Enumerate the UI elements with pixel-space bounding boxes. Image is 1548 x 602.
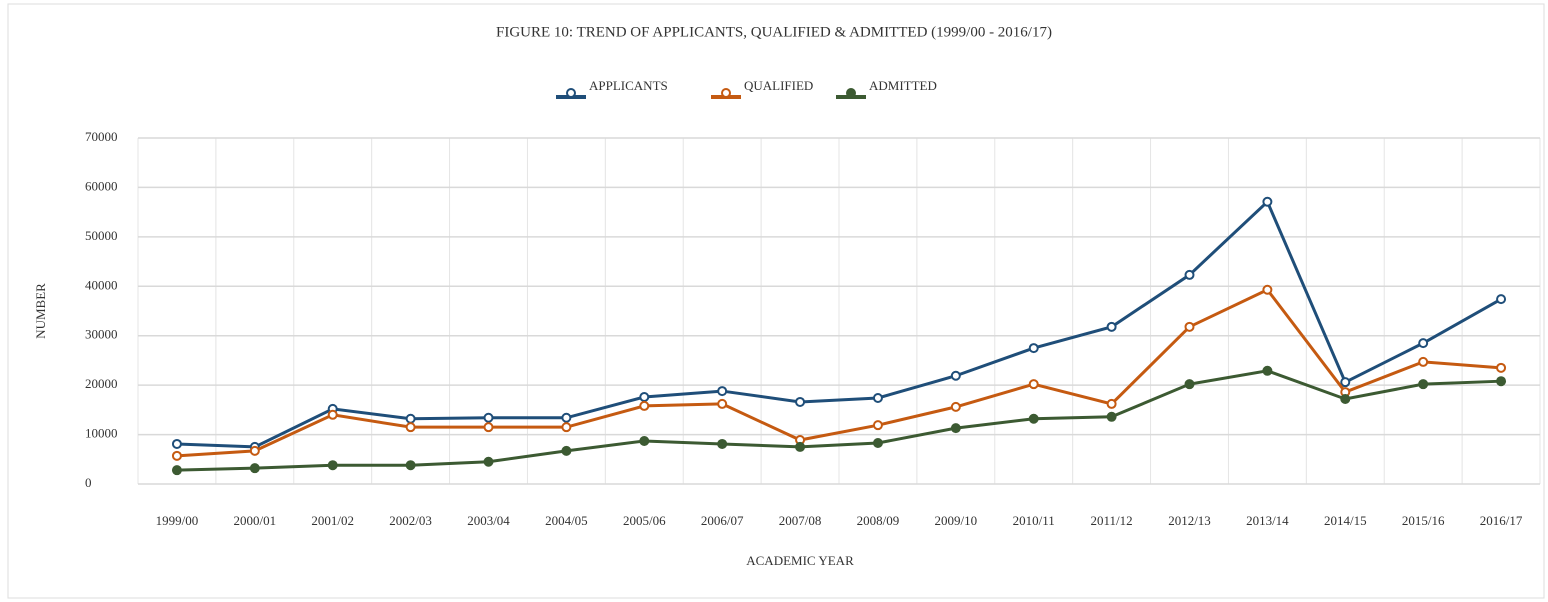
point bbox=[950, 423, 961, 434]
legend-label: ADMITTED bbox=[869, 78, 937, 93]
point bbox=[717, 398, 728, 409]
point bbox=[249, 445, 260, 456]
x-tick-label: 2000/01 bbox=[234, 513, 277, 528]
y-tick-label: 30000 bbox=[85, 327, 118, 342]
point bbox=[249, 463, 260, 474]
point bbox=[717, 438, 728, 449]
point bbox=[1184, 379, 1195, 390]
point bbox=[1106, 321, 1117, 332]
y-tick-label: 70000 bbox=[85, 129, 118, 144]
legend-marker bbox=[846, 88, 856, 98]
point bbox=[795, 396, 806, 407]
point bbox=[639, 392, 650, 403]
chart-title: FIGURE 10: TREND OF APPLICANTS, QUALIFIE… bbox=[496, 24, 1052, 40]
y-tick-label: 60000 bbox=[85, 178, 118, 193]
point bbox=[1106, 398, 1117, 409]
point bbox=[561, 445, 572, 456]
point bbox=[405, 460, 416, 471]
point bbox=[717, 386, 728, 397]
legend-marker bbox=[721, 88, 731, 98]
y-tick-label: 50000 bbox=[85, 228, 118, 243]
point bbox=[1418, 356, 1429, 367]
point bbox=[872, 420, 883, 431]
point bbox=[639, 400, 650, 411]
x-tick-label: 2005/06 bbox=[623, 513, 666, 528]
point bbox=[1496, 376, 1507, 387]
point bbox=[1262, 196, 1273, 207]
x-tick-label: 2006/07 bbox=[701, 513, 744, 528]
x-tick-label: 2003/04 bbox=[467, 513, 510, 528]
point bbox=[483, 422, 494, 433]
x-tick-label: 1999/00 bbox=[156, 513, 199, 528]
point bbox=[171, 450, 182, 461]
point bbox=[1028, 379, 1039, 390]
x-tick-label: 2008/09 bbox=[857, 513, 900, 528]
point bbox=[1262, 284, 1273, 295]
point bbox=[561, 422, 572, 433]
point bbox=[795, 441, 806, 452]
legend-label: APPLICANTS bbox=[589, 78, 668, 93]
point bbox=[405, 422, 416, 433]
x-tick-label: 2014/15 bbox=[1324, 513, 1367, 528]
point bbox=[483, 456, 494, 467]
point bbox=[1340, 377, 1351, 388]
point bbox=[639, 435, 650, 446]
point bbox=[1028, 343, 1039, 354]
point bbox=[327, 409, 338, 420]
x-tick-label: 2002/03 bbox=[389, 513, 432, 528]
point bbox=[1418, 338, 1429, 349]
point bbox=[1184, 269, 1195, 280]
x-axis-label: ACADEMIC YEAR bbox=[746, 553, 854, 568]
point bbox=[1340, 393, 1351, 404]
x-tick-label: 2007/08 bbox=[779, 513, 822, 528]
point bbox=[872, 437, 883, 448]
series-line bbox=[176, 287, 1502, 458]
y-tick-label: 10000 bbox=[85, 426, 118, 441]
series-line bbox=[176, 369, 1502, 472]
point bbox=[171, 465, 182, 476]
x-tick-label: 2015/16 bbox=[1402, 513, 1445, 528]
x-tick-label: 2011/12 bbox=[1091, 513, 1133, 528]
point bbox=[1106, 411, 1117, 422]
y-tick-label: 0 bbox=[85, 475, 92, 490]
point bbox=[1028, 413, 1039, 424]
y-tick-label: 40000 bbox=[85, 277, 118, 292]
point bbox=[483, 412, 494, 423]
point bbox=[1262, 365, 1273, 376]
point bbox=[1496, 294, 1507, 305]
point bbox=[1184, 321, 1195, 332]
series-line bbox=[176, 199, 1502, 449]
y-tick-label: 20000 bbox=[85, 376, 118, 391]
point bbox=[872, 392, 883, 403]
point bbox=[950, 401, 961, 412]
x-tick-label: 2004/05 bbox=[545, 513, 588, 528]
chart-frame bbox=[7, 3, 1545, 599]
point bbox=[327, 460, 338, 471]
y-axis-label: NUMBER bbox=[33, 283, 48, 339]
legend-marker bbox=[566, 88, 576, 98]
x-tick-label: 2012/13 bbox=[1168, 513, 1211, 528]
point bbox=[171, 438, 182, 449]
x-tick-label: 2001/02 bbox=[311, 513, 354, 528]
legend-label: QUALIFIED bbox=[744, 78, 813, 93]
point bbox=[1418, 379, 1429, 390]
x-tick-label: 2010/11 bbox=[1013, 513, 1055, 528]
point bbox=[1496, 362, 1507, 373]
x-tick-label: 2016/17 bbox=[1480, 513, 1523, 528]
x-tick-label: 2009/10 bbox=[935, 513, 978, 528]
point bbox=[950, 370, 961, 381]
point bbox=[561, 412, 572, 423]
x-tick-label: 2013/14 bbox=[1246, 513, 1289, 528]
point bbox=[405, 413, 416, 424]
